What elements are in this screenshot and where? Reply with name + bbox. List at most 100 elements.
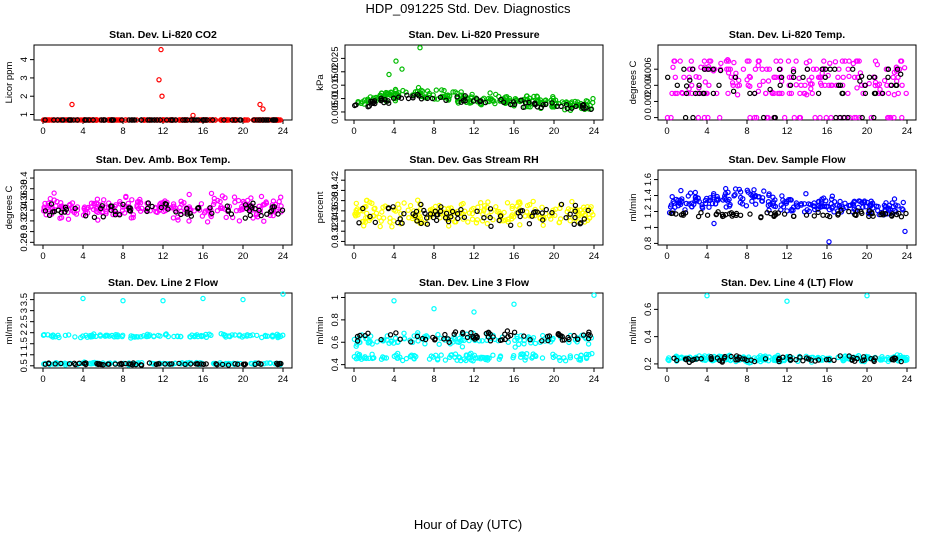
data-point xyxy=(131,117,138,123)
data-point xyxy=(386,100,392,106)
data-point xyxy=(788,90,795,97)
data-point xyxy=(701,58,708,64)
data-point xyxy=(574,339,580,345)
data-point xyxy=(804,66,811,72)
data-point xyxy=(588,106,594,113)
data-point xyxy=(778,74,785,81)
data-point xyxy=(362,354,368,360)
data-point-outlier xyxy=(160,298,166,304)
y-tick-label: 0.4 xyxy=(330,184,341,197)
x-tick-label: 16 xyxy=(509,251,520,262)
data-point-outlier xyxy=(386,71,392,78)
data-point xyxy=(414,88,421,95)
data-point xyxy=(767,201,773,207)
x-tick-label: 0 xyxy=(40,126,45,137)
data-point xyxy=(875,203,881,210)
data-point xyxy=(146,117,153,123)
data-point xyxy=(128,117,135,123)
data-point xyxy=(550,93,556,100)
y-tick-label: 0.4 xyxy=(643,330,654,343)
data-point xyxy=(62,209,68,215)
data-point xyxy=(249,332,256,338)
y-axis-label: percent xyxy=(315,191,326,223)
data-point xyxy=(758,214,764,220)
x-tick-label: 24 xyxy=(902,126,913,137)
data-point xyxy=(214,362,220,368)
data-point xyxy=(242,215,248,221)
data-point xyxy=(689,200,695,206)
data-point xyxy=(186,191,192,198)
data-point xyxy=(367,199,373,205)
data-point xyxy=(437,208,444,214)
data-point xyxy=(178,333,184,340)
data-point xyxy=(827,66,833,72)
data-point xyxy=(523,354,529,361)
data-point xyxy=(71,360,78,366)
data-point xyxy=(891,355,898,361)
panel-title: Stan. Dev. Amb. Box Temp. xyxy=(96,154,231,166)
data-point xyxy=(767,86,773,93)
data-point xyxy=(752,66,759,72)
x-tick-label: 20 xyxy=(549,126,560,137)
data-point xyxy=(866,208,872,214)
y-tick-label: 0.6 xyxy=(330,336,341,349)
data-point xyxy=(210,201,217,208)
data-point xyxy=(58,360,64,367)
data-point xyxy=(744,58,751,64)
data-point xyxy=(256,207,262,214)
data-point xyxy=(883,66,890,72)
data-point xyxy=(854,355,860,362)
data-point xyxy=(791,114,798,121)
data-point xyxy=(566,339,572,346)
data-point xyxy=(581,204,587,210)
data-point xyxy=(401,200,407,206)
data-point xyxy=(839,58,846,64)
data-point xyxy=(762,356,769,362)
x-tick-label: 4 xyxy=(391,251,396,262)
data-point xyxy=(396,205,402,211)
data-point xyxy=(683,200,690,207)
data-point xyxy=(809,74,815,81)
data-point xyxy=(823,198,829,204)
data-point xyxy=(461,337,467,344)
data-point xyxy=(534,104,541,110)
data-point xyxy=(702,200,709,207)
data-point xyxy=(581,216,588,222)
data-point xyxy=(898,213,905,220)
y-tick-label: 3 xyxy=(19,308,30,313)
data-point xyxy=(207,205,213,211)
data-point xyxy=(573,103,579,110)
y-tick-label: 2 xyxy=(19,94,30,99)
panel-title: Stan. Dev. Li-820 Temp. xyxy=(729,29,845,41)
data-point xyxy=(763,90,769,97)
data-point-outlier xyxy=(431,306,437,312)
data-point xyxy=(232,361,238,367)
data-point xyxy=(441,87,447,94)
data-point xyxy=(572,208,578,214)
series-all xyxy=(352,197,596,230)
data-point xyxy=(172,205,179,212)
panel-7: Stan. Dev. Line 2 Flow 0 4 8 12 16 20 24 0.5 1 1.5… xyxy=(4,277,293,385)
data-point xyxy=(730,82,736,89)
data-point xyxy=(178,211,184,218)
x-tick-label: 0 xyxy=(40,374,45,385)
data-point xyxy=(760,78,766,85)
data-point xyxy=(367,213,373,220)
data-point xyxy=(117,198,123,205)
x-tick-label: 0 xyxy=(664,251,669,262)
data-point xyxy=(807,81,814,87)
data-point xyxy=(759,66,766,72)
data-point xyxy=(577,220,583,227)
data-point xyxy=(882,211,889,217)
data-point xyxy=(387,219,393,225)
data-point xyxy=(392,86,399,93)
data-point xyxy=(464,352,470,359)
data-point xyxy=(448,352,454,358)
data-point xyxy=(790,213,797,219)
data-point xyxy=(522,357,528,363)
data-point-outlier xyxy=(591,292,597,298)
data-point xyxy=(885,205,892,211)
data-point xyxy=(872,355,878,361)
data-point xyxy=(209,117,216,123)
data-point xyxy=(95,361,101,368)
